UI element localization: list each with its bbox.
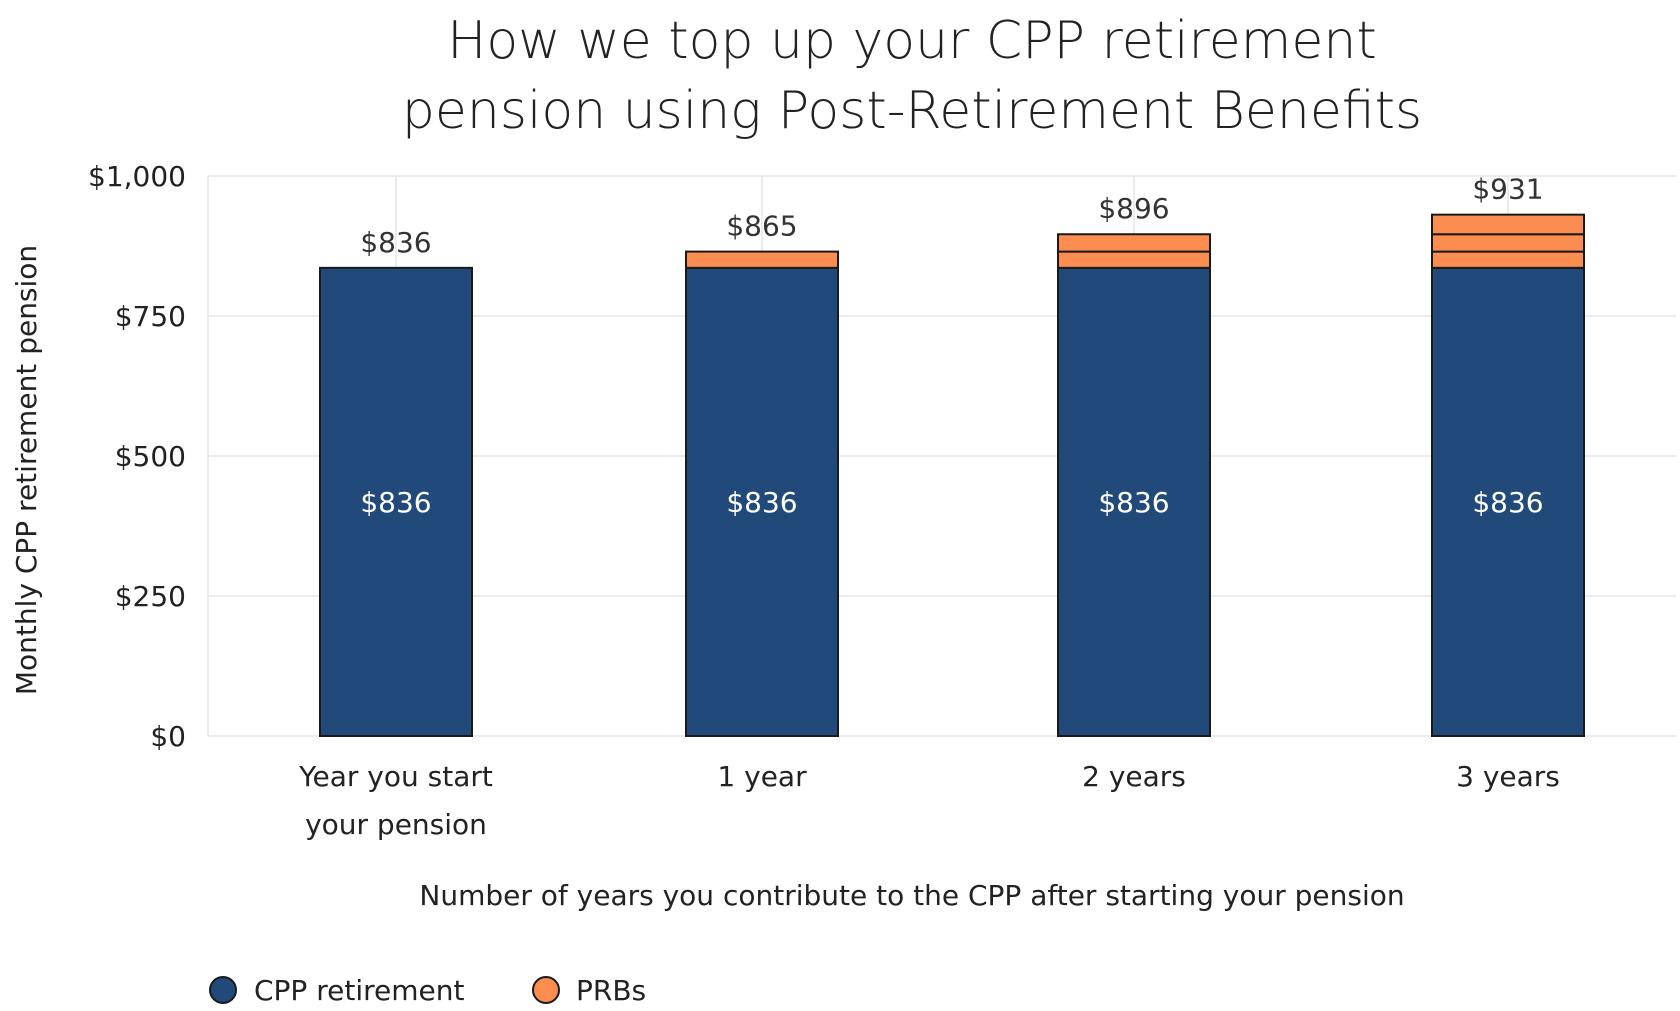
y-tick-label-250: $250 [115, 580, 186, 613]
bar-prb-3-2 [1431, 213, 1585, 236]
legend-swatch-prbs [532, 976, 560, 1004]
bar-prb-3-1 [1431, 233, 1585, 253]
bars: $836 $836 $836 $865 $836 $896 $836 $931 [319, 173, 1585, 737]
x-tick-label-3-line-0: 3 years [1456, 760, 1560, 793]
bar-group-2: $836 $896 [1057, 192, 1211, 737]
y-axis-ticks: $0 $250 $500 $750 $1,000 [88, 160, 186, 753]
x-axis-ticks: Year you start your pension 1 year 2 years 3… [298, 760, 1560, 841]
bar-cpp-retirement-1 [685, 266, 839, 737]
x-axis-title: Number of years you contribute to the CP… [419, 879, 1404, 912]
x-tick-label-2-line-0: 2 years [1082, 760, 1186, 793]
y-tick-label-0: $0 [150, 720, 186, 753]
chart-title: How we top up your CPP retirement pensio… [402, 11, 1422, 141]
bar-inner-label-0: $836 [360, 486, 431, 519]
bar-cpp-retirement-2 [1057, 266, 1211, 737]
legend-label-cpp-retirement: CPP retirement [254, 974, 464, 1007]
bar-prb-2-1 [1057, 233, 1211, 253]
y-tick-label-1000: $1,000 [88, 160, 186, 193]
bar-prb-3-0 [1431, 250, 1585, 269]
bar-inner-label-3: $836 [1472, 486, 1543, 519]
bar-group-3: $836 $931 [1431, 173, 1585, 737]
x-tick-label-0-line-0: Year you start [298, 760, 493, 793]
y-axis-title: Monthly CPP retirement pension [10, 245, 43, 695]
bar-inner-label-1: $836 [726, 486, 797, 519]
bar-total-label-2: $896 [1098, 192, 1169, 225]
legend-swatch-cpp-retirement [209, 976, 237, 1004]
bar-prb-1-0 [685, 250, 839, 269]
bar-cpp-retirement-0 [319, 266, 473, 737]
y-tick-label-500: $500 [115, 440, 186, 473]
bar-cpp-retirement-3 [1431, 266, 1585, 737]
legend: CPP retirement PRBs [209, 974, 646, 1007]
bar-total-label-3: $931 [1472, 173, 1543, 206]
bar-group-0: $836 $836 [319, 226, 473, 737]
legend-label-prbs: PRBs [576, 974, 646, 1007]
x-tick-label-1-line-0: 1 year [717, 760, 807, 793]
bar-group-1: $836 $865 [685, 210, 839, 737]
bar-total-label-0: $836 [360, 226, 431, 259]
bar-inner-label-2: $836 [1098, 486, 1169, 519]
y-tick-label-750: $750 [115, 300, 186, 333]
bar-total-label-1: $865 [726, 210, 797, 243]
bar-prb-2-0 [1057, 250, 1211, 269]
x-tick-label-0-line-1: your pension [305, 808, 487, 841]
chart-title-line-2: pension using Post-Retirement Benefits [402, 81, 1422, 141]
chart-title-line-1: How we top up your CPP retirement [447, 11, 1377, 71]
